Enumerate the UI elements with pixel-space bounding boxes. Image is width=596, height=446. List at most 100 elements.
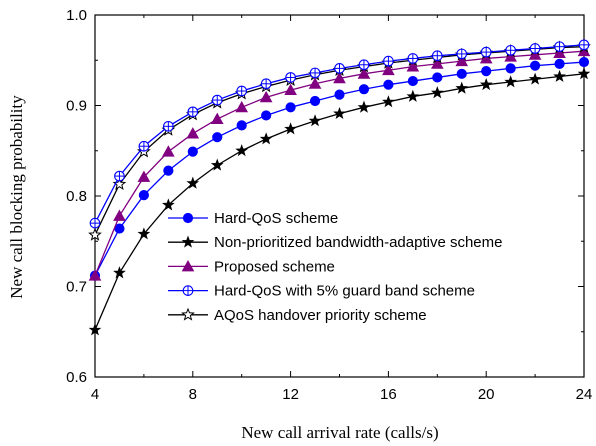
data-point [554,41,565,53]
data-point [334,63,345,74]
data-point [578,39,590,51]
data-point [554,58,565,69]
axes: 4 8 12 16 20 24 0.6 0.7 0.8 0.9 1.0 [66,7,592,403]
legend-label: Hard-QoS scheme [214,210,338,227]
data-point [505,63,516,74]
y-tick-label: 0.6 [66,369,87,386]
data-point [382,95,395,108]
data-point [112,177,127,191]
data-point [577,67,591,80]
legend-entry: Hard-QoS scheme [168,210,338,227]
data-point [261,110,272,121]
data-point [455,54,469,67]
data-point [407,53,419,64]
data-point [259,90,273,103]
data-point [505,44,517,56]
data-point [137,170,151,182]
y-tick-label: 1.0 [66,7,87,24]
data-point [407,75,418,87]
data-point [481,66,492,77]
data-point [212,132,223,143]
data-point [138,140,150,152]
data-point [334,89,345,100]
data-point [113,209,126,221]
data-point [182,212,194,224]
data-point [162,145,175,157]
data-point [186,127,200,139]
data-point [357,100,371,113]
data-point [181,259,195,272]
data-point [504,75,518,88]
data-point [358,84,370,95]
legend-label: Hard-QoS with 5% guard band scheme [214,283,475,300]
data-point [382,63,395,76]
data-point [479,78,493,91]
data-point [236,85,248,97]
data-point [528,72,542,85]
data-point [114,170,125,182]
data-point [432,72,443,83]
data-point [333,71,346,84]
x-tick-label: 8 [189,386,197,403]
data-point [187,146,198,157]
legend-label: Non-prioritized bandwidth-adaptive schem… [214,234,503,251]
data-point [456,48,468,60]
data-point [308,77,322,89]
data-point [187,106,199,118]
data-point [285,102,296,113]
data-point [530,60,541,71]
data-point [113,266,126,279]
data-point [89,217,101,229]
data-point [406,89,420,102]
x-tick-label: 12 [282,386,299,403]
series-group [88,39,591,336]
series [88,44,591,281]
data-point [260,78,272,90]
data-point [358,59,370,71]
series [88,67,591,336]
y-tick-label: 0.7 [66,279,87,296]
data-point [578,56,590,68]
y-tick-label: 0.9 [66,98,87,115]
legend-label: AQoS handover priority scheme [214,307,427,324]
data-point [406,60,420,72]
data-point [480,46,492,58]
series [89,39,590,229]
data-point [529,43,541,54]
data-point [182,285,194,296]
data-point [163,165,174,176]
data-point [284,122,297,135]
data-point [308,114,322,127]
data-point [235,144,249,157]
data-point [186,176,200,189]
legend-entry: Non-prioritized bandwidth-adaptive schem… [168,234,503,251]
data-point [137,227,151,240]
legend: Hard-QoS scheme Non-prioritized bandwidth… [168,210,503,324]
data-point [431,50,443,62]
legend-entry: Hard-QoS with 5% guard band scheme [168,283,475,300]
data-point [88,269,102,281]
x-tick-label: 16 [380,386,397,403]
x-axis-title: New call arrival rate (calls/s) [241,423,438,442]
data-point [333,106,346,120]
x-tick-label: 20 [478,386,495,403]
series [89,56,590,281]
data-point [309,95,321,107]
data-point [163,120,174,132]
y-axis-title: New call blocking probability [7,95,26,299]
data-point [383,55,394,67]
data-point [88,227,102,241]
data-point [210,112,224,125]
data-point [211,94,223,106]
data-point [383,79,394,90]
data-point [236,120,247,131]
data-point [309,67,321,79]
data-point [235,100,249,113]
y-tick-label: 0.8 [66,188,87,205]
legend-entry: AQoS handover priority scheme [168,307,427,324]
data-point [161,198,175,211]
data-point [181,307,195,321]
x-tick-label: 4 [91,386,99,403]
data-point [553,69,566,82]
